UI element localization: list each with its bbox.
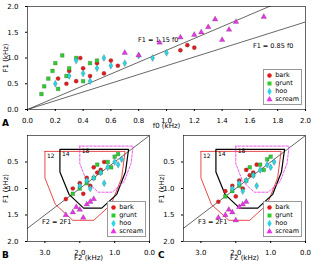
svg-text:0.0: 0.0 (300, 249, 311, 257)
html-text:scream: scream (275, 95, 299, 103)
svg-text:F2 (kHz): F2 (kHz) (74, 254, 103, 261)
svg-text:0.4: 0.4 (78, 117, 90, 125)
svg-text:0.0: 0.0 (22, 117, 33, 125)
svg-text:0.5: 0.5 (7, 158, 18, 166)
html-text:grunt: grunt (275, 79, 293, 87)
svg-text:18: 18 (238, 147, 246, 154)
svg-text:1.5: 1.5 (7, 28, 18, 36)
svg-text:2.0: 2.0 (300, 117, 311, 125)
html-text:scream: scream (119, 227, 143, 235)
svg-text:12: 12 (47, 152, 55, 159)
svg-text:18: 18 (82, 147, 90, 154)
svg-text:2.0: 2.0 (163, 238, 174, 246)
html-text:hoo: hoo (275, 219, 288, 227)
svg-text:F1 = 1.15 f0: F1 = 1.15 f0 (138, 36, 178, 44)
svg-text:14: 14 (218, 150, 226, 157)
svg-text:2.0: 2.0 (7, 3, 18, 11)
svg-text:1.0: 1.0 (265, 249, 276, 257)
svg-text:1.0: 1.0 (7, 54, 19, 63)
html-text:B: B (2, 250, 9, 260)
html-text:A: A (2, 118, 9, 128)
html-text:bark: bark (119, 203, 134, 211)
svg-text:1.0: 1.0 (163, 184, 175, 193)
svg-text:2.0: 2.0 (7, 238, 18, 246)
svg-text:0.8: 0.8 (133, 117, 144, 125)
svg-text:F1 = 0.85 f0: F1 = 0.85 f0 (253, 42, 293, 50)
html-text:hoo: hoo (275, 87, 288, 95)
svg-text:F2 (kHz): F2 (kHz) (230, 254, 259, 261)
svg-text:0.5: 0.5 (163, 158, 174, 166)
html-text:C: C (158, 250, 165, 260)
svg-text:F1 (kHz): F1 (kHz) (2, 174, 10, 203)
html-text:grunt: grunt (119, 211, 137, 219)
svg-text:0.5: 0.5 (7, 80, 18, 88)
html-text:scream: scream (275, 227, 299, 235)
svg-text:14: 14 (62, 150, 70, 157)
svg-text:3.0: 3.0 (195, 249, 206, 257)
svg-text:1.2: 1.2 (189, 117, 200, 125)
html-text:bark: bark (275, 71, 290, 79)
svg-text:1.5: 1.5 (163, 211, 174, 219)
svg-text:0.0: 0.0 (7, 106, 18, 114)
svg-text:1.8: 1.8 (272, 117, 283, 125)
svg-text:3.0: 3.0 (39, 249, 50, 257)
html-text:hoo: hoo (119, 219, 132, 227)
svg-text:F3 = 2F1: F3 = 2F1 (198, 218, 227, 226)
svg-text:0.0: 0.0 (144, 249, 155, 257)
html-text:bark: bark (275, 203, 290, 211)
svg-text:F1 (kHz): F1 (kHz) (158, 174, 166, 203)
html-text:grunt: grunt (275, 211, 293, 219)
svg-text:1.4: 1.4 (217, 117, 229, 125)
svg-text:1.0: 1.0 (7, 184, 19, 193)
svg-text:0.2: 0.2 (50, 117, 61, 125)
svg-text:F2 = 2F1: F2 = 2F1 (42, 218, 71, 226)
svg-text:f0 (kHz): f0 (kHz) (153, 122, 181, 130)
svg-text:12: 12 (203, 152, 211, 159)
svg-text:1.5: 1.5 (7, 211, 18, 219)
svg-text:0.6: 0.6 (105, 117, 117, 125)
svg-text:F1 (kHz): F1 (kHz) (2, 43, 10, 72)
svg-text:1.0: 1.0 (109, 249, 120, 257)
svg-text:1.6: 1.6 (244, 117, 256, 125)
